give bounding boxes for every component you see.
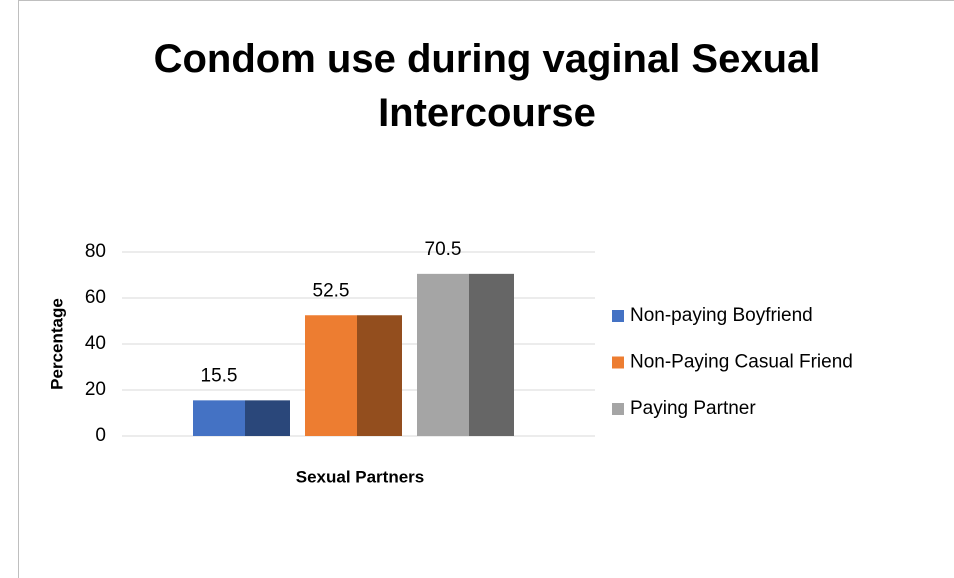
y-axis-title: Percentage: [47, 298, 66, 390]
y-tick-label: 60: [85, 287, 106, 308]
legend-swatch: [612, 310, 624, 322]
legend-label: Paying Partner: [630, 398, 756, 419]
legend-label: Non-Paying Casual Friend: [630, 352, 853, 373]
bar: [305, 315, 357, 436]
data-label: 70.5: [425, 239, 462, 260]
x-axis-title: Sexual Partners: [296, 467, 425, 486]
chart-title: Condom use during vaginal Sexual Interco…: [153, 37, 821, 135]
legend-swatch: [612, 356, 624, 369]
y-tick-label: 40: [85, 333, 106, 354]
bar: [193, 400, 245, 436]
bar-side: [357, 315, 402, 436]
legend-label: Non-paying Boyfriend: [630, 305, 813, 326]
y-tick-label: 80: [85, 241, 106, 262]
y-tick-label: 20: [85, 379, 106, 400]
chart-border: [18, 0, 954, 578]
legend-swatch: [612, 403, 624, 415]
bar-side: [469, 273, 514, 436]
data-label: 15.5: [201, 365, 238, 386]
y-tick-label: 0: [95, 425, 106, 446]
bar-side: [245, 400, 290, 436]
data-label: 52.5: [313, 280, 350, 301]
bar: [417, 273, 469, 436]
